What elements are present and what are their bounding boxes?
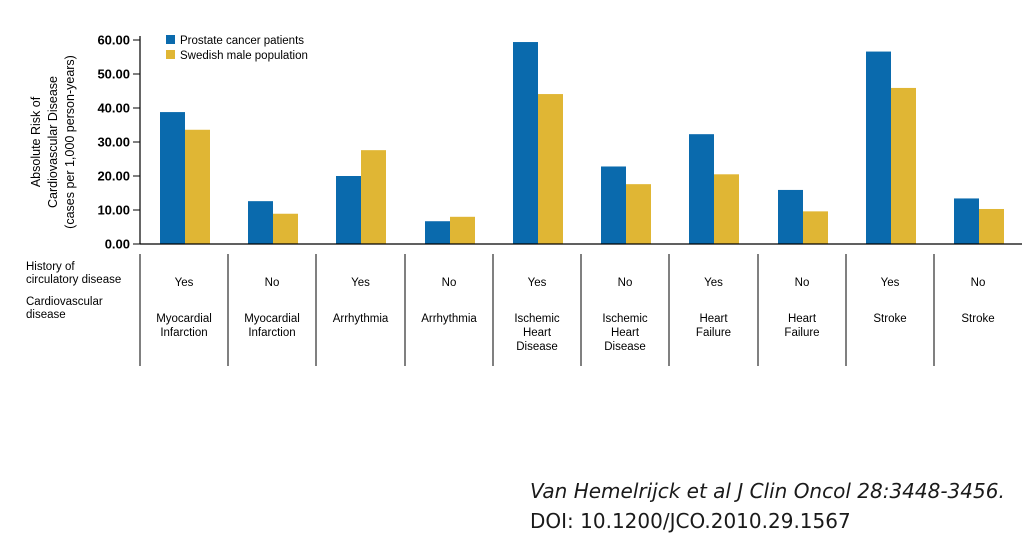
- y-tick-label: 20.00: [97, 169, 130, 184]
- table-disease-cell: Arrhythmia: [421, 313, 477, 325]
- table-history-cell: Yes: [881, 277, 900, 289]
- table-disease-cell: Heart: [788, 313, 817, 325]
- table-history-cell: No: [442, 277, 457, 289]
- bar-prostate-cancer-patients: [601, 166, 626, 244]
- table-row-label: Cardiovascular: [26, 296, 103, 308]
- table-disease-cell: Heart: [611, 327, 640, 339]
- bar-prostate-cancer-patients: [336, 176, 361, 244]
- y-axis-title-line: Cardiovascular Disease: [46, 76, 60, 208]
- legend-swatch: [166, 50, 175, 59]
- table-disease-cell: Heart: [699, 313, 728, 325]
- y-tick-label: 0.00: [105, 237, 130, 252]
- bar-swedish-male-population: [185, 129, 210, 244]
- table-history-cell: Yes: [528, 277, 547, 289]
- table-disease-cell: Failure: [784, 327, 819, 339]
- y-axis-title: Absolute Risk of Cardiovascular Disease (c…: [29, 55, 77, 229]
- table-row-label: circulatory disease: [26, 274, 121, 286]
- y-axis-title-line: Absolute Risk of: [29, 96, 43, 187]
- table-history-cell: Yes: [704, 277, 723, 289]
- table-history-cell: No: [795, 277, 810, 289]
- citation-italic: Van Hemelrijck et al J Clin Oncol 28:344…: [530, 479, 1005, 503]
- legend: Prostate cancer patients Swedish male pop…: [166, 35, 308, 62]
- table-history-cell: No: [265, 277, 280, 289]
- table-disease-cell: Stroke: [873, 313, 906, 325]
- bar-swedish-male-population: [361, 150, 386, 244]
- table-disease-cell: Failure: [696, 327, 731, 339]
- table-disease-cell: Infarction: [160, 327, 207, 339]
- table-disease-cell: Disease: [516, 341, 558, 353]
- bar-swedish-male-population: [714, 174, 739, 244]
- table-row-label: disease: [26, 309, 66, 321]
- y-axis-ticks: 0.00 10.00 20.00 30.00 40.00 50.00 60.00: [97, 33, 140, 252]
- bar-swedish-male-population: [273, 213, 298, 244]
- y-axis-title-line: (cases per 1,000 person-years): [63, 55, 77, 229]
- bars: [160, 42, 1004, 245]
- citation: Van Hemelrijck et al J Clin Oncol 28:344…: [530, 476, 1010, 536]
- table-disease-cell: Disease: [604, 341, 646, 353]
- citation-doi: DOI: 10.1200/JCO.2010.29.1567: [530, 509, 851, 533]
- bar-prostate-cancer-patients: [689, 134, 714, 244]
- table-history-cell: Yes: [351, 277, 370, 289]
- table-history-cell: No: [971, 277, 986, 289]
- bar-swedish-male-population: [626, 184, 651, 244]
- y-tick-label: 10.00: [97, 203, 130, 218]
- table-disease-cell: Heart: [523, 327, 552, 339]
- bar-prostate-cancer-patients: [954, 198, 979, 244]
- table-disease-cell: Infarction: [248, 327, 295, 339]
- table-disease-cell: Arrhythmia: [333, 313, 389, 325]
- legend-swatch: [166, 35, 175, 44]
- axes: [139, 36, 1022, 245]
- table-disease-cell: Ischemic: [602, 313, 648, 325]
- y-tick-label: 40.00: [97, 101, 130, 116]
- legend-label: Swedish male population: [180, 50, 308, 62]
- table-disease-cell: Myocardial: [156, 313, 212, 325]
- y-tick-label: 60.00: [97, 33, 130, 48]
- bar-swedish-male-population: [450, 216, 475, 244]
- table-row-label: History of: [26, 261, 75, 273]
- table-disease-cell: Myocardial: [244, 313, 300, 325]
- bar-prostate-cancer-patients: [778, 189, 803, 244]
- bar-swedish-male-population: [979, 208, 1004, 244]
- bar-swedish-male-population: [803, 211, 828, 244]
- bar-prostate-cancer-patients: [248, 201, 273, 244]
- y-tick-label: 30.00: [97, 135, 130, 150]
- bar-swedish-male-population: [538, 94, 563, 244]
- bar-swedish-male-population: [891, 87, 916, 244]
- table-disease-cell: Ischemic: [514, 313, 560, 325]
- table-history-cell: Yes: [175, 277, 194, 289]
- bar-prostate-cancer-patients: [866, 51, 891, 245]
- table-disease-cell: Stroke: [961, 313, 994, 325]
- y-tick-label: 50.00: [97, 67, 130, 82]
- table-history-cell: No: [618, 277, 633, 289]
- bar-prostate-cancer-patients: [513, 42, 538, 244]
- bar-prostate-cancer-patients: [160, 112, 185, 244]
- legend-label: Prostate cancer patients: [180, 35, 304, 47]
- bar-prostate-cancer-patients: [425, 221, 450, 244]
